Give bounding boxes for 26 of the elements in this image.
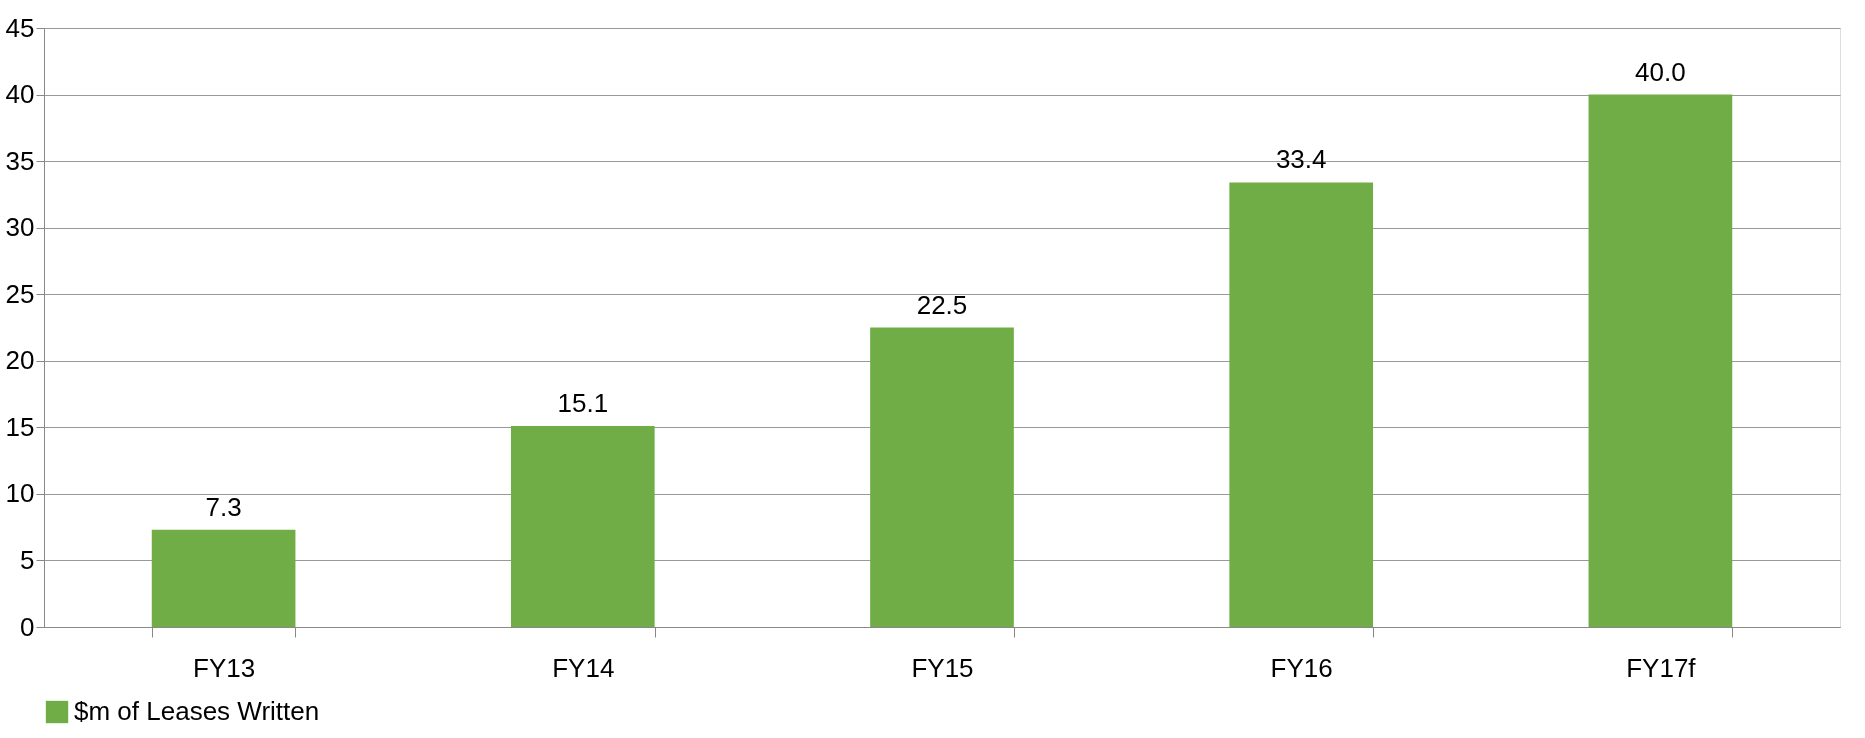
bar bbox=[1229, 182, 1374, 627]
x-tick-label: FY17f bbox=[1626, 652, 1697, 683]
y-tick-label: 10 bbox=[5, 478, 35, 509]
y-tick-label: 15 bbox=[5, 411, 35, 442]
data-label: 15.1 bbox=[557, 388, 609, 418]
bar bbox=[151, 529, 296, 627]
data-label: 22.5 bbox=[916, 289, 968, 320]
y-tick-label: 20 bbox=[5, 345, 35, 376]
x-tick-label: FY14 bbox=[552, 652, 615, 683]
y-tick-label: 30 bbox=[5, 212, 35, 243]
bar bbox=[870, 327, 1014, 627]
y-tick-label: 45 bbox=[5, 12, 35, 43]
data-label: 7.3 bbox=[205, 491, 242, 522]
x-tick-label: FY16 bbox=[1270, 652, 1333, 683]
y-tick-label: 5 bbox=[20, 544, 35, 575]
data-label: 40.0 bbox=[1635, 56, 1686, 87]
y-tick-label: 40 bbox=[5, 79, 35, 110]
y-tick-label: 0 bbox=[20, 611, 35, 642]
y-tick-label: 35 bbox=[5, 145, 35, 176]
bar bbox=[510, 426, 655, 627]
data-label: 33.4 bbox=[1275, 144, 1327, 175]
x-tick-label: FY13 bbox=[193, 652, 256, 683]
x-tick-label: FY15 bbox=[911, 652, 974, 683]
bar bbox=[1588, 94, 1733, 627]
legend-label: $m of Leases Written bbox=[74, 696, 320, 726]
y-tick-label: 25 bbox=[5, 278, 35, 309]
